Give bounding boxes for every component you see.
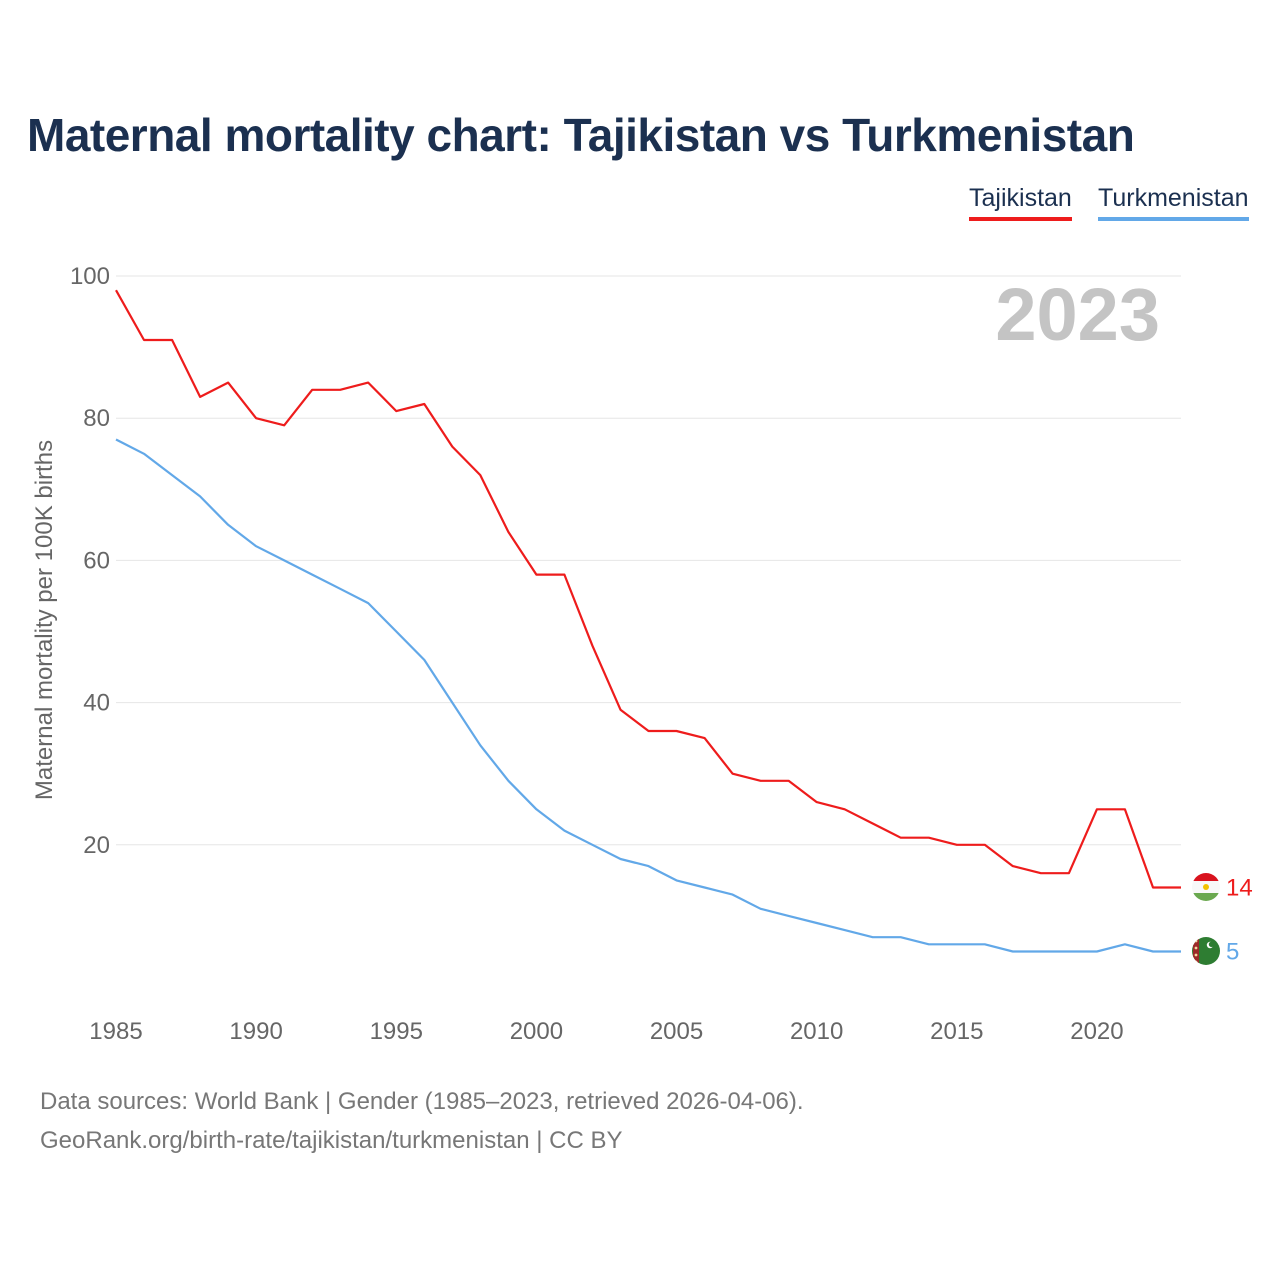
y-tick-label: 100: [70, 263, 110, 290]
x-tick-label: 2020: [1070, 1018, 1123, 1045]
end-value-label-tajikistan: 14: [1226, 874, 1253, 901]
series-line-tajikistan: [115, 289, 1181, 889]
end-value-label-turkmenistan: 5: [1226, 938, 1239, 965]
tajikistan-flag: [1192, 873, 1220, 901]
y-tick-label: 80: [83, 405, 110, 432]
footer-source: Data sources: World Bank | Gender (1985–…: [40, 1088, 804, 1115]
legend-item-turkmenistan[interactable]: Turkmenistan: [1098, 184, 1249, 221]
x-tick-label: 2005: [650, 1018, 703, 1045]
year-watermark: 2023: [995, 273, 1160, 356]
y-tick-label: 20: [83, 832, 110, 859]
x-tick-label: 2000: [510, 1018, 563, 1045]
x-tick-label: 1995: [370, 1018, 423, 1045]
x-tick-label: 1990: [229, 1018, 282, 1045]
chart-title: Maternal mortality chart: Tajikistan vs …: [27, 109, 1135, 161]
turkmenistan-flag: [1192, 937, 1220, 965]
y-tick-label: 60: [83, 547, 110, 574]
legend-item-tajikistan[interactable]: Tajikistan: [969, 184, 1072, 221]
y-tick-label: 40: [83, 690, 110, 717]
line-chart: 20 40 60 80 100 1985 1990 1995 2000 2005 2010 2015 2…: [31, 263, 1253, 1045]
x-tick-label: 2015: [930, 1018, 983, 1045]
x-tick-label: 2010: [790, 1018, 843, 1045]
footer-credit[interactable]: GeoRank.org/birth-rate/tajikistan/turkme…: [40, 1127, 623, 1154]
series-line-turkmenistan: [115, 438, 1181, 953]
x-tick-label: 1985: [89, 1018, 142, 1045]
y-axis-label: Maternal mortality per 100K births: [31, 440, 58, 800]
